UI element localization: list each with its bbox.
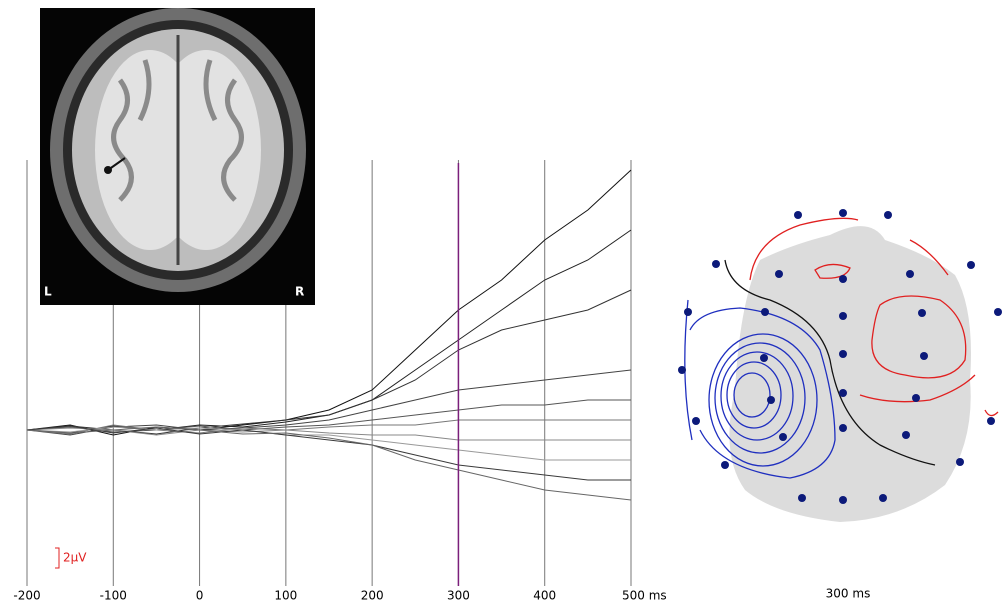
mri-image: L R — [40, 8, 315, 305]
x-tick-label: 300 — [447, 589, 470, 603]
x-tick-label: 100 — [274, 589, 297, 603]
x-tick-label: -100 — [100, 589, 127, 603]
x-tick-label: 200 — [361, 589, 384, 603]
x-tick-label: 0 — [196, 589, 204, 603]
figure: 2μV L R — [0, 0, 1002, 605]
mri-left-label: L — [44, 285, 52, 299]
scale-bar-label: 2μV — [63, 551, 87, 565]
topomap-label: 300 ms — [826, 587, 871, 601]
scale-bar — [55, 548, 59, 568]
x-tick-label: 500 ms — [622, 589, 667, 603]
trace — [27, 427, 631, 500]
trace — [27, 290, 631, 434]
x-tick-label: 400 — [533, 589, 556, 603]
x-tick-label: -200 — [13, 589, 40, 603]
topomap: 300 ms — [678, 209, 1002, 601]
mri-right-label: R — [295, 285, 304, 299]
